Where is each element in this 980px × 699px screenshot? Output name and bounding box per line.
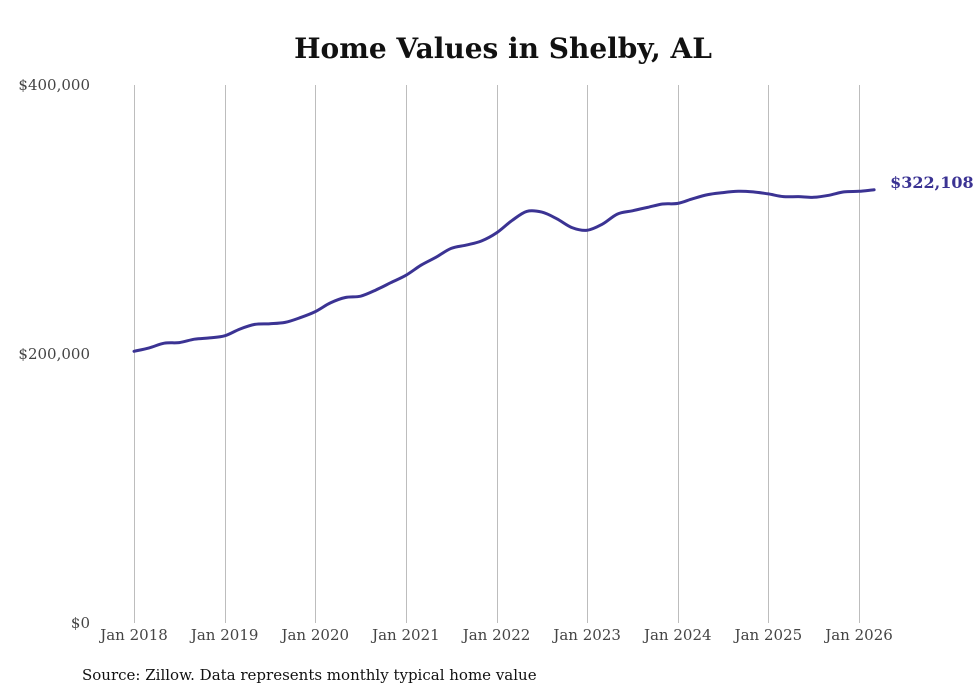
x-tick-label: Jan 2023 (551, 626, 621, 644)
y-axis-tick-labels: $0 $200,000 $400,000 (18, 76, 90, 632)
x-tick-label: Jan 2024 (642, 626, 712, 644)
x-tick-label: Jan 2025 (733, 626, 803, 644)
x-tick-label: Jan 2022 (461, 626, 531, 644)
y-tick-label: $0 (71, 614, 90, 632)
x-tick-label: Jan 2021 (370, 626, 440, 644)
y-tick-label: $200,000 (18, 345, 90, 363)
chart-title: Home Values in Shelby, AL (294, 32, 712, 65)
grid-lines (134, 85, 860, 623)
x-tick-label: Jan 2026 (823, 626, 893, 644)
last-value-label: $322,108 (890, 173, 974, 192)
x-tick-label: Jan 2019 (189, 626, 259, 644)
x-axis-tick-labels: Jan 2018 Jan 2019 Jan 2020 Jan 2021 Jan 2022… (98, 626, 893, 644)
series-layer (132, 188, 876, 353)
series-line (132, 188, 876, 353)
source-note: Source: Zillow. Data represents monthly … (82, 666, 537, 684)
x-tick-label: Jan 2018 (98, 626, 168, 644)
x-tick-label: Jan 2020 (279, 626, 349, 644)
y-tick-label: $400,000 (18, 76, 90, 94)
